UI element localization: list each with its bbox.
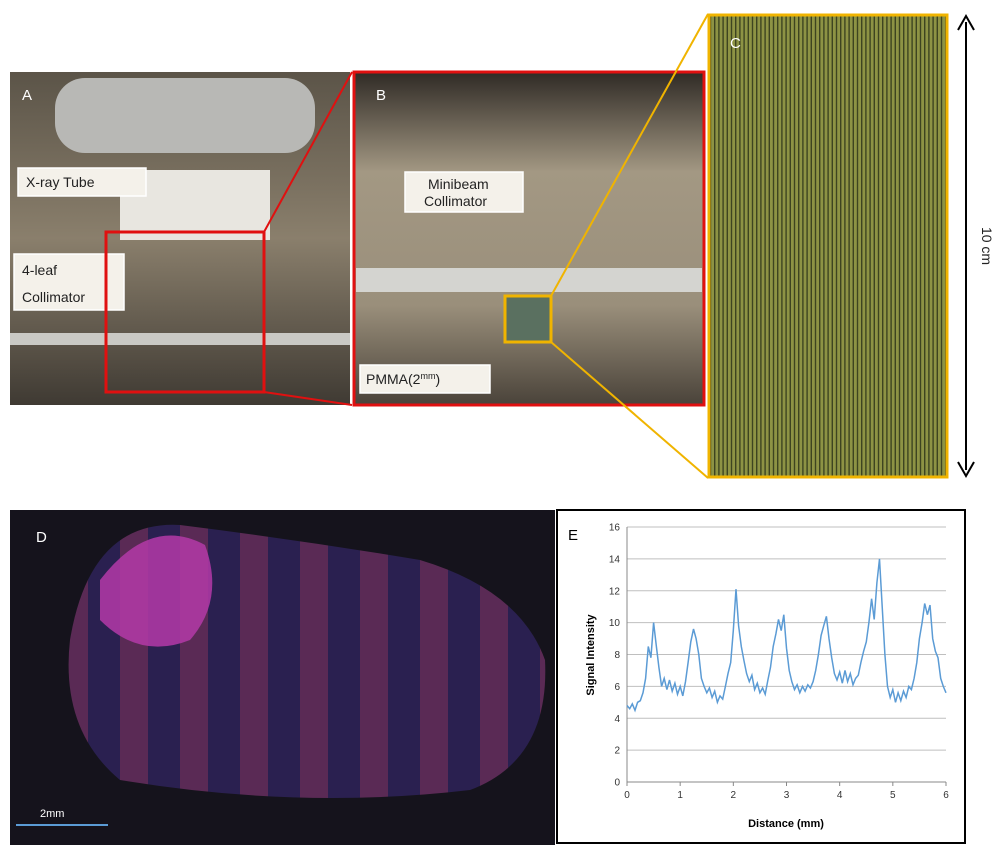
annotation: 4-leaf <box>22 262 57 278</box>
panel-label: A <box>22 87 32 104</box>
x-tick-label: 2 <box>731 790 737 801</box>
y-tick-label: 2 <box>614 746 620 757</box>
x-tick-label: 0 <box>624 790 630 801</box>
y-tick-label: 6 <box>614 682 620 693</box>
panel-a: A X-ray Tube 4-leaf Collimator <box>10 72 350 405</box>
y-tick-label: 10 <box>609 618 621 629</box>
panel-d: D 2mm <box>10 510 555 845</box>
y-tick-label: 12 <box>609 586 621 597</box>
annotation-part: PMMA(2 <box>366 371 421 387</box>
panel-label: D <box>36 529 47 546</box>
y-tick-label: 14 <box>609 554 621 565</box>
scale-label: 10 cm <box>979 227 995 265</box>
tube <box>55 78 315 153</box>
photo-b <box>354 72 704 405</box>
y-tick-label: 0 <box>614 778 620 789</box>
annotation: X-ray Tube <box>26 174 95 190</box>
panel-b: B Minibeam Collimator PMMA(2mm) <box>354 72 704 405</box>
annotation-part: ) <box>435 371 440 387</box>
scale-label: 2mm <box>40 808 64 820</box>
annotation-part: mm <box>420 371 435 381</box>
photo-c <box>709 15 947 477</box>
rail <box>10 333 350 345</box>
y-tick-label: 8 <box>614 650 620 661</box>
figure: A X-ray Tube 4-leaf Collimator B Minibea… <box>0 0 995 845</box>
annotation: Collimator <box>22 289 85 305</box>
panel-e: E Distance (mm) Signal Intensity 0246810… <box>557 510 965 843</box>
panel-label: B <box>376 87 386 104</box>
page: A X-ray Tube 4-leaf Collimator B Minibea… <box>0 0 995 845</box>
x-tick-label: 5 <box>890 790 896 801</box>
panel-label: C <box>730 35 741 52</box>
rail <box>356 268 702 292</box>
panel-c: C 10 cm <box>709 15 995 477</box>
annotation: Minibeam <box>428 176 489 192</box>
x-tick-label: 6 <box>943 790 949 801</box>
zoom-box <box>505 296 551 342</box>
panel-label: E <box>568 527 578 544</box>
x-axis-title: Distance (mm) <box>748 818 824 830</box>
y-tick-label: 4 <box>614 714 620 725</box>
y-tick-label: 16 <box>609 523 621 534</box>
x-tick-label: 1 <box>677 790 683 801</box>
x-tick-label: 3 <box>784 790 790 801</box>
y-axis-title: Signal Intensity <box>585 613 597 695</box>
x-tick-label: 4 <box>837 790 843 801</box>
annotation: Collimator <box>424 193 487 209</box>
